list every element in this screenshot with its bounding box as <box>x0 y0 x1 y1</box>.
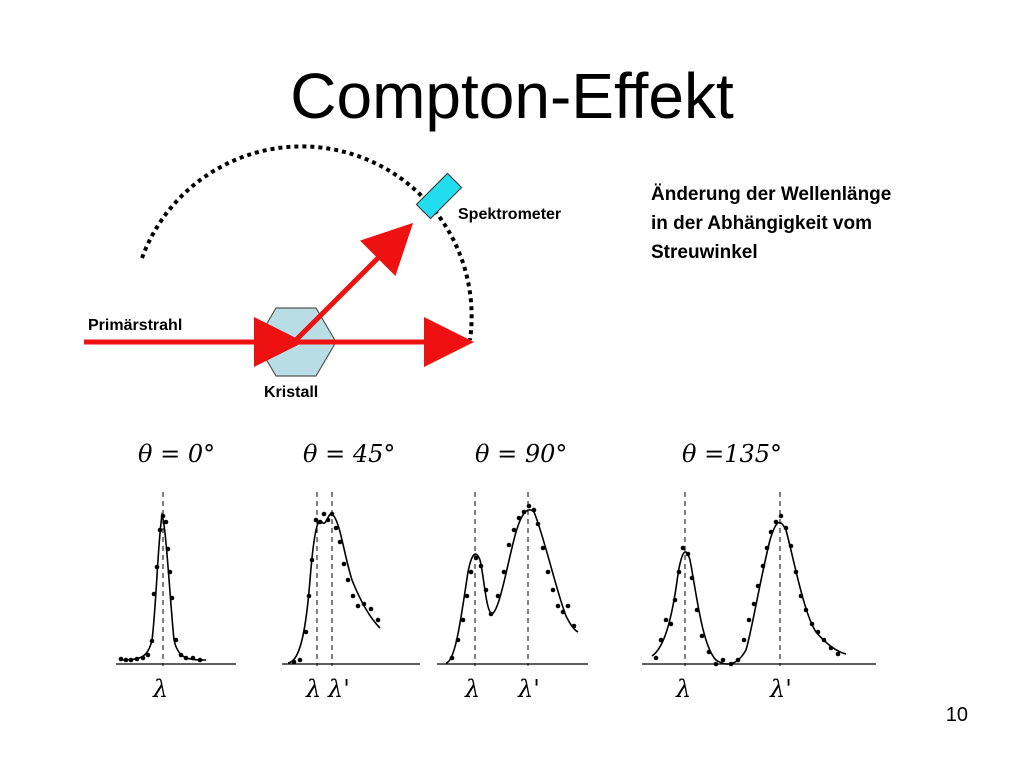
description-line-2: in der Abhängigkeit vom <box>651 213 872 234</box>
angle-label-90: θ = 90° <box>475 440 567 468</box>
spectrum-45-points <box>291 511 381 665</box>
detector-arc <box>140 144 474 341</box>
spectrometer-detector <box>415 172 463 220</box>
spectrum-90-lambda-prime-label: λ' <box>517 675 540 703</box>
description-text: Änderung der Wellenlänge in der Abhängig… <box>651 180 971 267</box>
spectrum-45-curve <box>287 513 381 664</box>
spectrum-0-lambda-label: λ <box>152 675 168 703</box>
description-line-3: Streuwinkel <box>651 242 758 263</box>
spectrum-135-lambda-prime-label: λ' <box>769 675 792 703</box>
spectrum-90-lambda-label: λ <box>464 675 480 703</box>
angle-label-0: θ = 0° <box>138 440 215 468</box>
angle-label-135: θ =135° <box>682 440 782 468</box>
spectrum-90-points <box>449 503 577 661</box>
scattered-beam-arrow <box>292 222 414 344</box>
spectrometer-label: Spektrometer <box>458 206 562 223</box>
slide-title: Compton-Effekt <box>290 60 734 132</box>
description-line-1: Änderung der Wellenlänge <box>651 184 892 205</box>
spectrum-135-curve <box>651 521 847 665</box>
spectrum-90-curve <box>445 509 579 664</box>
spectrum-45-lambda-prime-label: λ' <box>327 675 350 703</box>
spectrum-0-points <box>118 513 203 663</box>
spectrum-135-points <box>653 513 841 667</box>
crystal-label: Kristall <box>264 384 319 401</box>
primary-beam-label: Primärstrahl <box>88 317 183 334</box>
angle-label-45: θ = 45° <box>303 440 395 468</box>
page-number: 10 <box>945 704 968 726</box>
spectrum-135-lambda-label: λ <box>675 675 691 703</box>
spectrum-45-lambda-label: λ <box>305 675 321 703</box>
